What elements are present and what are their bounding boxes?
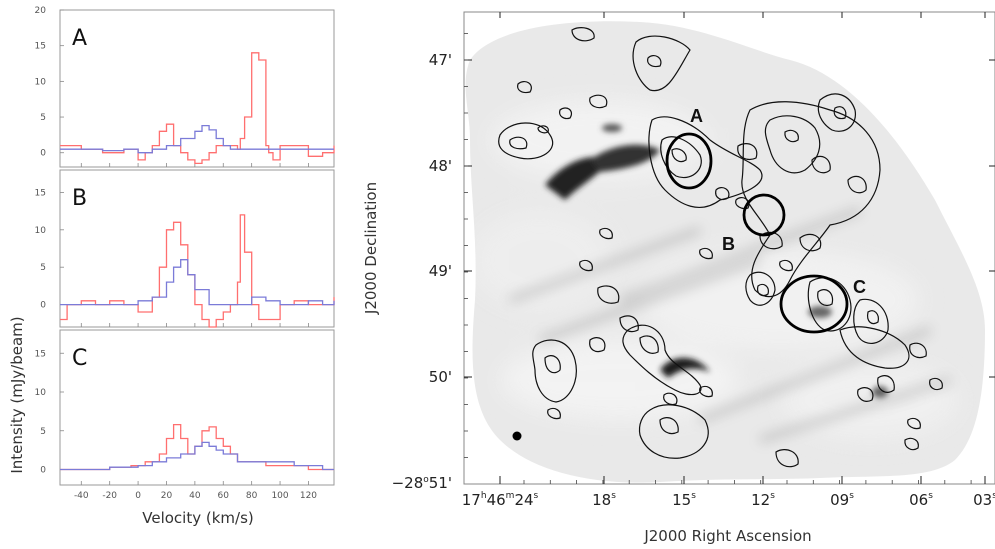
dec-tick-label: 49' [429,262,452,280]
spectrum-line-b-0 [60,214,335,328]
map-image: A B C [465,21,985,483]
y-tick-label: 5 [40,427,46,437]
y-tick-label: 20 [35,6,47,16]
y-tick-label: 10 [35,226,47,236]
spectrum-panel-b: 0 5 10 15 B [35,169,335,328]
ra-tick-label: 12s [751,491,775,509]
y-tick-label: 0 [40,466,46,476]
y-tick-label: 10 [35,77,47,87]
y-tick-label: 0 [40,149,46,159]
region-b-label: B [722,234,735,254]
dec-tick-label: 50' [429,368,452,386]
map-frame [463,11,995,485]
contours [498,27,943,468]
ra-tick-label: 09s [830,491,854,509]
x-tick-label: -20 [102,491,117,501]
y-tick-label: 15 [35,188,46,198]
dec-bottom-label: −28o51' [392,474,452,492]
spectrum-line-c-1 [60,441,334,471]
beam-marker [512,431,522,441]
spectra-panels: 0 5 10 15 20 A 0 5 10 15 B 0 5 10 15 C -40 -20 0 20 40 60 80 10… [35,6,335,501]
spectrum-panel-a: 0 5 10 15 20 A [35,6,335,168]
spectrum-panel-c: 0 5 10 15 C [35,329,335,486]
map-x-axis-label: J2000 Right Ascension [643,527,811,545]
region-a-label: A [690,106,703,126]
x-tick-label: 0 [135,491,141,501]
ra-tick-label: 15s [672,491,696,509]
ra-tick-label: 18s [592,491,616,509]
y-tick-label: 15 [35,349,46,359]
ra-tick-label: 06s [909,491,933,509]
ra-tick-label: 17h46m24s [462,491,539,509]
x-tick-label: 40 [189,491,201,501]
x-tick-label: 80 [246,491,258,501]
y-tick-label: 15 [35,42,46,52]
x-tick-label: -40 [74,491,89,501]
region-markers: A B C [665,106,866,334]
x-tick-label: 100 [271,491,288,501]
panel-label-b: B [72,186,87,211]
x-tick-label: 60 [218,491,230,501]
panel-label-c: C [72,346,87,371]
region-c-ellipse [779,274,849,334]
y-tick-label: 5 [40,113,46,123]
y-tick-label: 10 [35,388,47,398]
map-axes: 47' 48' 49' 50' −28o51' 17h46m24s 18s 15s 12s 09s… [392,12,995,509]
x-tick-label: 120 [300,491,317,501]
ra-tick-label: 03s [973,491,995,509]
region-b-ellipse [742,193,786,237]
spectrum-line-a-0 [60,52,335,165]
y-tick-label: 0 [40,301,46,311]
y-tick-label: 5 [40,263,46,273]
region-c-label: C [853,277,866,297]
x-tick-label: 20 [161,491,173,501]
panel-label-a: A [72,26,87,51]
dec-tick-label: 47' [429,51,452,69]
panel-frame [59,329,335,486]
panel-frame [59,169,335,328]
dec-tick-label: 48' [429,157,452,175]
region-a-ellipse [665,132,713,190]
spectrum-line-a-1 [60,124,334,154]
map-y-axis-label: J2000 Declination [362,182,380,315]
spectrum-line-b-1 [60,259,335,306]
panel-frame [59,9,335,168]
y-axis-label: Intensity (mJy/beam) [8,316,26,473]
x-axis-label: Velocity (km/s) [142,509,253,527]
